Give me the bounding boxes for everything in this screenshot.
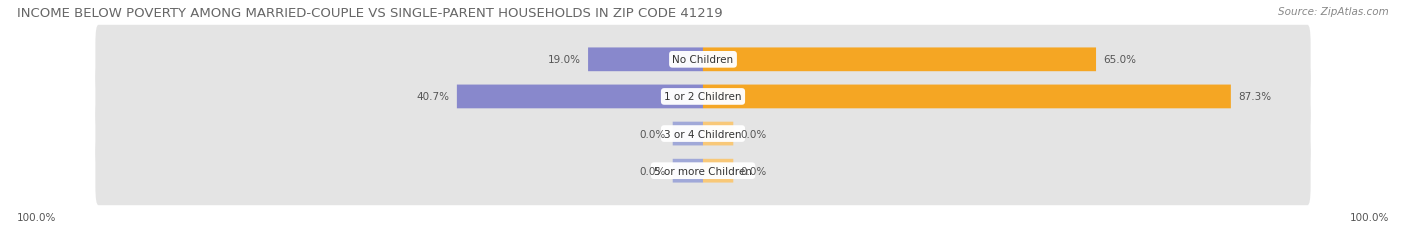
Text: 0.0%: 0.0% xyxy=(741,129,766,139)
FancyBboxPatch shape xyxy=(672,122,703,146)
Text: 1 or 2 Children: 1 or 2 Children xyxy=(664,92,742,102)
Text: 0.0%: 0.0% xyxy=(640,129,665,139)
FancyBboxPatch shape xyxy=(672,159,703,183)
FancyBboxPatch shape xyxy=(588,48,703,72)
FancyBboxPatch shape xyxy=(703,85,1230,109)
Text: 3 or 4 Children: 3 or 4 Children xyxy=(664,129,742,139)
FancyBboxPatch shape xyxy=(703,48,1097,72)
Text: 40.7%: 40.7% xyxy=(416,92,450,102)
FancyBboxPatch shape xyxy=(703,122,734,146)
FancyBboxPatch shape xyxy=(457,85,703,109)
FancyBboxPatch shape xyxy=(703,159,734,183)
Text: 100.0%: 100.0% xyxy=(17,212,56,222)
FancyBboxPatch shape xyxy=(96,26,1310,94)
Text: 65.0%: 65.0% xyxy=(1104,55,1136,65)
Text: 0.0%: 0.0% xyxy=(640,166,665,176)
Text: 5 or more Children: 5 or more Children xyxy=(654,166,752,176)
Text: 87.3%: 87.3% xyxy=(1239,92,1271,102)
Text: 100.0%: 100.0% xyxy=(1350,212,1389,222)
Text: INCOME BELOW POVERTY AMONG MARRIED-COUPLE VS SINGLE-PARENT HOUSEHOLDS IN ZIP COD: INCOME BELOW POVERTY AMONG MARRIED-COUPL… xyxy=(17,7,723,20)
Text: Source: ZipAtlas.com: Source: ZipAtlas.com xyxy=(1278,7,1389,17)
Text: 0.0%: 0.0% xyxy=(741,166,766,176)
FancyBboxPatch shape xyxy=(96,100,1310,168)
Text: No Children: No Children xyxy=(672,55,734,65)
FancyBboxPatch shape xyxy=(96,63,1310,131)
Text: 19.0%: 19.0% xyxy=(548,55,581,65)
FancyBboxPatch shape xyxy=(96,137,1310,205)
